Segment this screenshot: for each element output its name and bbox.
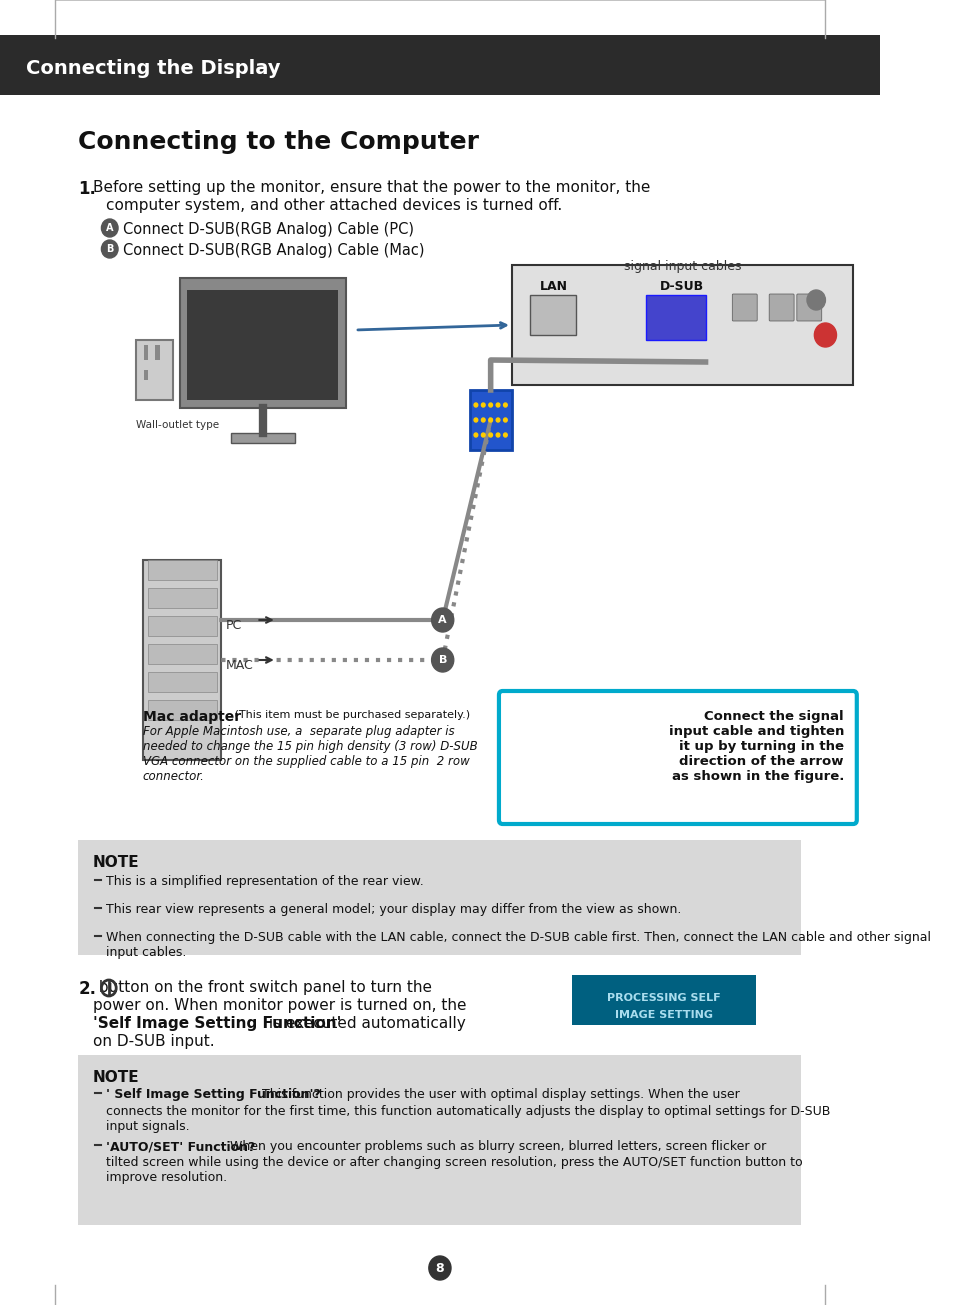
FancyBboxPatch shape [768,294,793,321]
FancyBboxPatch shape [180,278,346,408]
Circle shape [431,608,454,632]
Text: A: A [438,615,447,625]
FancyBboxPatch shape [148,616,216,636]
Circle shape [474,433,477,437]
Text: Mac adapter: Mac adapter [143,710,241,724]
FancyBboxPatch shape [144,345,149,360]
Circle shape [474,418,477,422]
Text: D-SUB: D-SUB [659,281,702,294]
Circle shape [496,403,499,407]
Text: tilted screen while using the device or after changing screen resolution, press : tilted screen while using the device or … [106,1156,801,1169]
Circle shape [481,418,485,422]
FancyBboxPatch shape [571,975,756,1024]
FancyBboxPatch shape [187,290,338,401]
FancyBboxPatch shape [136,341,173,401]
Circle shape [488,418,492,422]
Text: B: B [106,244,113,254]
Text: Connect D-SUB(RGB Analog) Cable (PC): Connect D-SUB(RGB Analog) Cable (PC) [123,222,414,238]
Text: input signals.: input signals. [106,1120,190,1133]
FancyBboxPatch shape [732,294,757,321]
Circle shape [496,433,499,437]
Text: ' Self Image Setting Function'?: ' Self Image Setting Function'? [106,1088,320,1101]
Circle shape [814,324,836,347]
FancyBboxPatch shape [148,560,216,579]
Text: LAN: LAN [539,281,567,294]
FancyBboxPatch shape [0,35,879,95]
Text: MAC: MAC [226,659,253,672]
Text: Connect D-SUB(RGB Analog) Cable (Mac): Connect D-SUB(RGB Analog) Cable (Mac) [123,243,424,258]
Circle shape [101,219,118,238]
FancyBboxPatch shape [796,294,821,321]
Circle shape [488,433,492,437]
Text: 8: 8 [436,1262,444,1275]
Text: computer system, and other attached devices is turned off.: computer system, and other attached devi… [106,198,561,213]
Circle shape [481,403,485,407]
Text: This rear view represents a general model; your display may differ from the view: This rear view represents a general mode… [106,903,680,916]
Circle shape [503,418,507,422]
Text: Wall-outlet type: Wall-outlet type [136,420,219,431]
Circle shape [481,433,485,437]
FancyBboxPatch shape [144,371,149,380]
FancyBboxPatch shape [148,589,216,608]
FancyBboxPatch shape [148,643,216,664]
Circle shape [503,403,507,407]
Circle shape [101,240,118,258]
Circle shape [496,418,499,422]
Text: (This item must be purchased separately.): (This item must be purchased separately.… [231,710,469,720]
Text: on D-SUB input.: on D-SUB input. [93,1034,214,1049]
FancyBboxPatch shape [231,433,294,442]
Text: PC: PC [226,619,242,632]
Text: connects the monitor for the first time, this function automatically adjusts the: connects the monitor for the first time,… [106,1105,829,1118]
Text: NOTE: NOTE [92,1070,139,1084]
Text: improve resolution.: improve resolution. [106,1171,227,1184]
Circle shape [431,649,454,672]
Text: 1.: 1. [78,180,96,198]
Text: NOTE: NOTE [92,855,139,870]
Text: 'AUTO/SET' Function?: 'AUTO/SET' Function? [106,1141,255,1154]
Text: A: A [106,223,113,234]
Text: Before setting up the monitor, ensure that the power to the monitor, the: Before setting up the monitor, ensure th… [93,180,650,194]
Text: 2.: 2. [78,980,96,998]
Text: power on. When monitor power is turned on, the: power on. When monitor power is turned o… [93,998,466,1013]
FancyBboxPatch shape [645,295,705,341]
Text: For Apple Macintosh use, a  separate plug adapter is
needed to change the 15 pin: For Apple Macintosh use, a separate plug… [143,726,477,783]
FancyBboxPatch shape [530,295,576,335]
Circle shape [429,1255,451,1280]
Text: B: B [438,655,446,666]
FancyBboxPatch shape [512,265,852,385]
Text: PROCESSING SELF: PROCESSING SELF [607,993,720,1004]
Circle shape [503,433,507,437]
Circle shape [474,403,477,407]
Text: This function provides the user with optimal display settings. When the user: This function provides the user with opt… [258,1088,740,1101]
Circle shape [806,290,824,311]
Text: When you encounter problems such as blurry screen, blurred letters, screen flick: When you encounter problems such as blur… [226,1141,765,1154]
FancyBboxPatch shape [154,345,159,360]
Text: This is a simplified representation of the rear view.: This is a simplified representation of t… [106,874,423,887]
Text: Connect the signal
input cable and tighten
it up by turning in the
direction of : Connect the signal input cable and tight… [668,710,843,783]
Text: Connecting to the Computer: Connecting to the Computer [78,130,479,154]
Text: button on the front switch panel to turn the: button on the front switch panel to turn… [94,980,432,994]
FancyBboxPatch shape [78,1054,801,1225]
Text: Connecting the Display: Connecting the Display [26,59,280,77]
FancyBboxPatch shape [148,672,216,692]
Text: 'Self Image Setting Function': 'Self Image Setting Function' [93,1017,341,1031]
Text: IMAGE SETTING: IMAGE SETTING [615,1010,712,1021]
FancyBboxPatch shape [148,699,216,720]
FancyBboxPatch shape [498,692,856,823]
Text: When connecting the D-SUB cable with the LAN cable, connect the D-SUB cable firs: When connecting the D-SUB cable with the… [106,930,930,959]
FancyBboxPatch shape [470,390,512,450]
FancyBboxPatch shape [143,560,221,760]
Text: is executed automatically: is executed automatically [263,1017,465,1031]
Text: signal input cables: signal input cables [623,260,740,273]
Circle shape [488,403,492,407]
FancyBboxPatch shape [78,840,801,955]
